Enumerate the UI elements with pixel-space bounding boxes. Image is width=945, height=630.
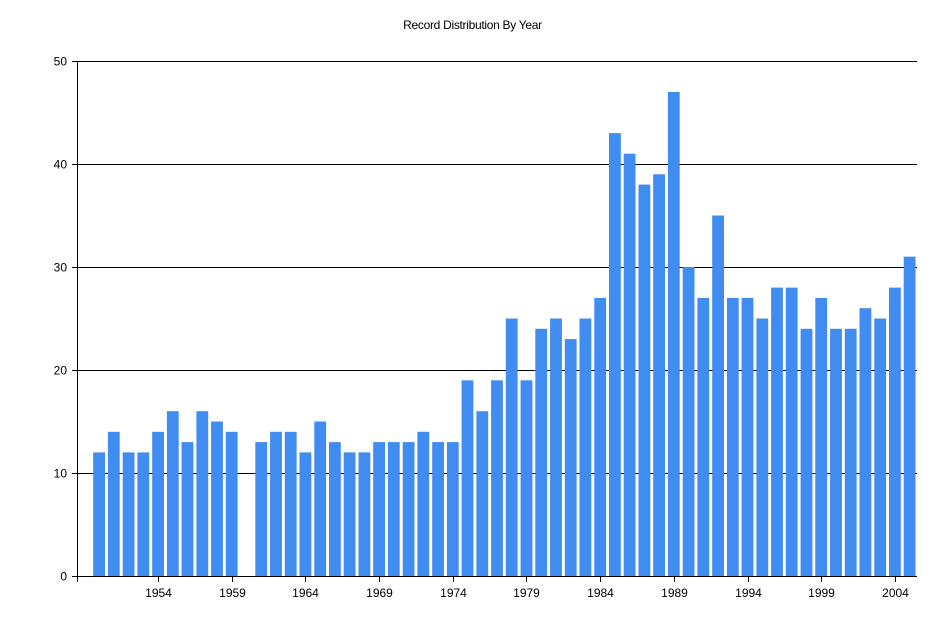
bar-2005 [903, 256, 916, 576]
axes [77, 61, 917, 582]
y-tick-label: 10 [54, 467, 68, 481]
bar-1965 [314, 421, 327, 576]
bar-1990 [682, 267, 695, 576]
bar-1971 [402, 442, 415, 576]
bar-1955 [166, 411, 179, 576]
bar-1986 [623, 153, 636, 576]
bar-2002 [859, 308, 872, 576]
bar-1993 [726, 297, 739, 576]
bar-1966 [329, 442, 341, 576]
bar-1973 [432, 442, 444, 576]
chart-title: Record Distribution By Year [403, 18, 542, 32]
x-tick-label: 1974 [440, 586, 467, 600]
x-tick-label: 1989 [661, 586, 688, 600]
bar-1959 [225, 431, 238, 576]
bar-1996 [771, 287, 783, 576]
bar-1985 [609, 133, 621, 576]
y-tick-label: 40 [54, 158, 68, 172]
bar-1979 [520, 380, 533, 576]
bar-1951 [107, 431, 120, 576]
bar-1988 [653, 174, 665, 577]
bar-1956 [181, 442, 194, 576]
x-tick-label: 1984 [587, 586, 614, 600]
bar-1958 [211, 421, 223, 576]
bar-series [93, 91, 916, 577]
bar-1998 [800, 328, 813, 576]
y-tick-label: 0 [60, 570, 67, 584]
y-tick-label: 50 [54, 55, 68, 69]
bar-2003 [874, 318, 887, 576]
x-tick-label: 1969 [366, 586, 393, 600]
bar-2000 [830, 328, 842, 576]
x-axis-ticks: 1954 1959 1964 1969 1974 1979 1984 1989 1994 1999… [145, 576, 909, 600]
bar-1962 [270, 431, 282, 576]
bar-1991 [697, 297, 710, 576]
y-tick-label: 20 [54, 364, 68, 378]
bar-1983 [579, 318, 592, 576]
bar-1963 [284, 431, 297, 576]
bar-1970 [387, 442, 400, 576]
x-tick-label: 1964 [292, 586, 319, 600]
bar-1995 [756, 318, 769, 576]
bar-1984 [594, 297, 607, 576]
bar-2001 [844, 328, 857, 576]
bar-1975 [461, 380, 474, 576]
bar-1992 [712, 215, 724, 576]
bar-1989 [667, 91, 680, 577]
bar-1981 [550, 318, 562, 576]
bar-1987 [638, 184, 651, 576]
bar-1994 [741, 297, 754, 576]
bar-1999 [815, 297, 828, 576]
bar-1953 [137, 452, 150, 576]
bar-1961 [255, 442, 268, 576]
x-tick-label: 1954 [145, 586, 172, 600]
bar-1977 [491, 380, 503, 576]
bar-1950 [93, 452, 105, 576]
bar-1982 [564, 339, 577, 576]
bar-1976 [476, 411, 489, 576]
y-axis-ticks: 0 10 20 30 40 50 [54, 55, 77, 584]
bar-1980 [535, 328, 548, 576]
x-tick-label: 2004 [882, 586, 909, 600]
x-tick-label: 1999 [808, 586, 835, 600]
bar-1957 [196, 411, 209, 576]
bar-1978 [505, 318, 518, 576]
x-tick-label: 1994 [735, 586, 762, 600]
bar-2004 [889, 287, 901, 576]
bar-1967 [343, 452, 356, 576]
bar-1974 [446, 442, 459, 576]
bar-1997 [785, 287, 798, 576]
bar-1968 [358, 452, 371, 576]
x-tick-label: 1959 [219, 586, 246, 600]
bar-1952 [122, 452, 135, 576]
bar-1964 [299, 452, 312, 576]
bar-1972 [417, 431, 430, 576]
x-tick-label: 1979 [513, 586, 540, 600]
bar-1954 [152, 431, 164, 576]
bar-1969 [373, 442, 385, 576]
y-tick-label: 30 [54, 261, 68, 275]
